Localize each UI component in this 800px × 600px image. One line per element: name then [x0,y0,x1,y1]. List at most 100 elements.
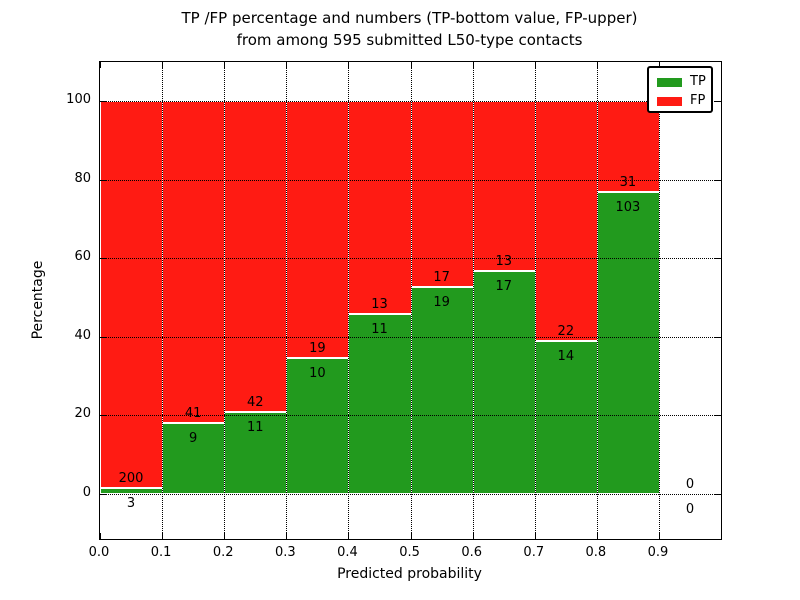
gridline-y-100 [100,101,721,102]
legend-item-tp: TP [649,73,711,91]
xtick-bottom-8 [596,533,598,539]
x-axis-label: Predicted probability [337,566,482,582]
ytick-right-80 [715,179,721,181]
ytick-right-0 [715,494,721,495]
tp-count-label-0: 3 [126,496,136,512]
ytick-left-20 [100,415,106,417]
fp-count-label-5: 17 [433,269,450,285]
xtick-top-6 [472,62,474,68]
gridline-x-0.4 [348,62,350,539]
fp-count-label-9: 0 [685,477,695,492]
fp-count-label-8: 31 [619,174,637,190]
bar-fp-segment-7 [534,101,598,342]
bar-tp-segment-8 [596,191,660,494]
tp-count-label-6: 17 [495,279,512,295]
chart-title-line2: from among 595 submitted L50-type contac… [236,31,583,49]
bar-fp-segment-4 [348,101,412,314]
bar-fp-segment-3 [286,101,350,359]
gridline-y-40 [100,336,721,338]
bar-tp-segment-6 [472,271,536,494]
xtick-bottom-6 [472,533,474,539]
xtick-label-0.5: 0.5 [399,545,420,560]
xtick-label-0.4: 0.4 [337,545,358,560]
chart-title: TP /FP percentage and numbers (TP-bottom… [99,7,720,51]
bar-fp-segment-0 [100,101,164,489]
gridline-x-0.9 [659,62,660,539]
xtick-label-0.9: 0.9 [647,545,669,560]
gridline-x-0.6 [472,62,474,539]
xtick-label-0.8: 0.8 [585,545,607,560]
ytick-label-0: 0 [82,485,91,500]
xtick-bottom-2 [224,533,226,539]
bar-fp-segment-6 [472,101,536,272]
y-axis-label: Percentage [30,260,46,340]
tp-count-label-7: 14 [557,349,575,365]
tp-count-label-4: 11 [371,321,388,337]
bar-tp-segment-5 [410,286,474,494]
xtick-bottom-1 [162,533,164,539]
xtick-bottom-5 [410,533,412,539]
fp-count-label-4: 13 [371,296,388,312]
fp-count-label-7: 22 [557,324,575,340]
xtick-bottom-7 [534,533,536,539]
xtick-top-2 [224,62,226,68]
tp-count-label-1: 9 [189,431,198,447]
xtick-top-3 [286,62,288,68]
xtick-top-0 [100,62,101,68]
legend-swatch-fp [657,96,682,106]
ytick-label-100: 100 [66,92,91,107]
xtick-bottom-4 [348,533,350,539]
chart-title-line1: TP /FP percentage and numbers (TP-bottom… [181,9,638,27]
xtick-top-7 [534,62,536,68]
ytick-label-40: 40 [74,327,91,343]
bar-tp-segment-4 [348,313,412,494]
xtick-label-0.2: 0.2 [212,545,234,560]
bar-fp-segment-2 [224,101,288,413]
xtick-top-9 [659,62,660,68]
xtick-label-0.7: 0.7 [523,545,545,560]
xtick-top-4 [348,62,350,68]
ytick-label-80: 80 [74,170,91,186]
gridline-x-0.8 [596,62,598,539]
bar-fp-segment-1 [162,101,226,424]
ytick-right-60 [715,258,721,260]
ytick-right-100 [715,101,721,102]
gridline-x-0.1 [162,62,164,539]
fp-count-label-3: 19 [309,341,326,357]
fp-count-label-1: 41 [184,406,202,422]
tp-count-label-9: 0 [685,502,695,517]
ytick-left-40 [100,336,106,338]
xtick-label-0.3: 0.3 [274,545,296,560]
xtick-bottom-3 [286,533,288,539]
ytick-label-60: 60 [74,249,91,265]
tp-count-label-3: 10 [309,366,326,382]
gridline-y-80 [100,179,721,181]
xtick-bottom-9 [659,533,660,539]
legend-item-fp: FP [649,92,711,110]
legend-label-tp: TP [690,74,706,89]
ytick-left-60 [100,258,106,260]
fp-count-label-0: 200 [118,471,144,487]
gridline-x-0.7 [534,62,536,539]
legend-swatch-tp [657,77,682,87]
xtick-top-5 [410,62,412,68]
ytick-left-0 [100,494,106,495]
ytick-right-20 [715,415,721,417]
xtick-label-0.6: 0.6 [461,545,482,560]
bar-fp-segment-8 [596,101,660,192]
tp-count-label-2: 11 [247,420,264,436]
ytick-left-100 [100,101,106,102]
ytick-label-20: 20 [74,406,91,422]
gridline-y-20 [100,415,721,417]
tp-count-label-8: 103 [615,199,641,215]
ytick-left-80 [100,179,106,181]
xtick-top-1 [162,62,164,68]
xtick-label-0.0: 0.0 [88,545,110,560]
fp-count-label-6: 13 [495,254,512,270]
gridline-x-0.2 [224,62,226,539]
fp-count-label-2: 42 [247,395,264,411]
gridline-y-0 [100,494,721,495]
ytick-right-40 [715,336,721,338]
legend-label-fp: FP [690,93,706,108]
